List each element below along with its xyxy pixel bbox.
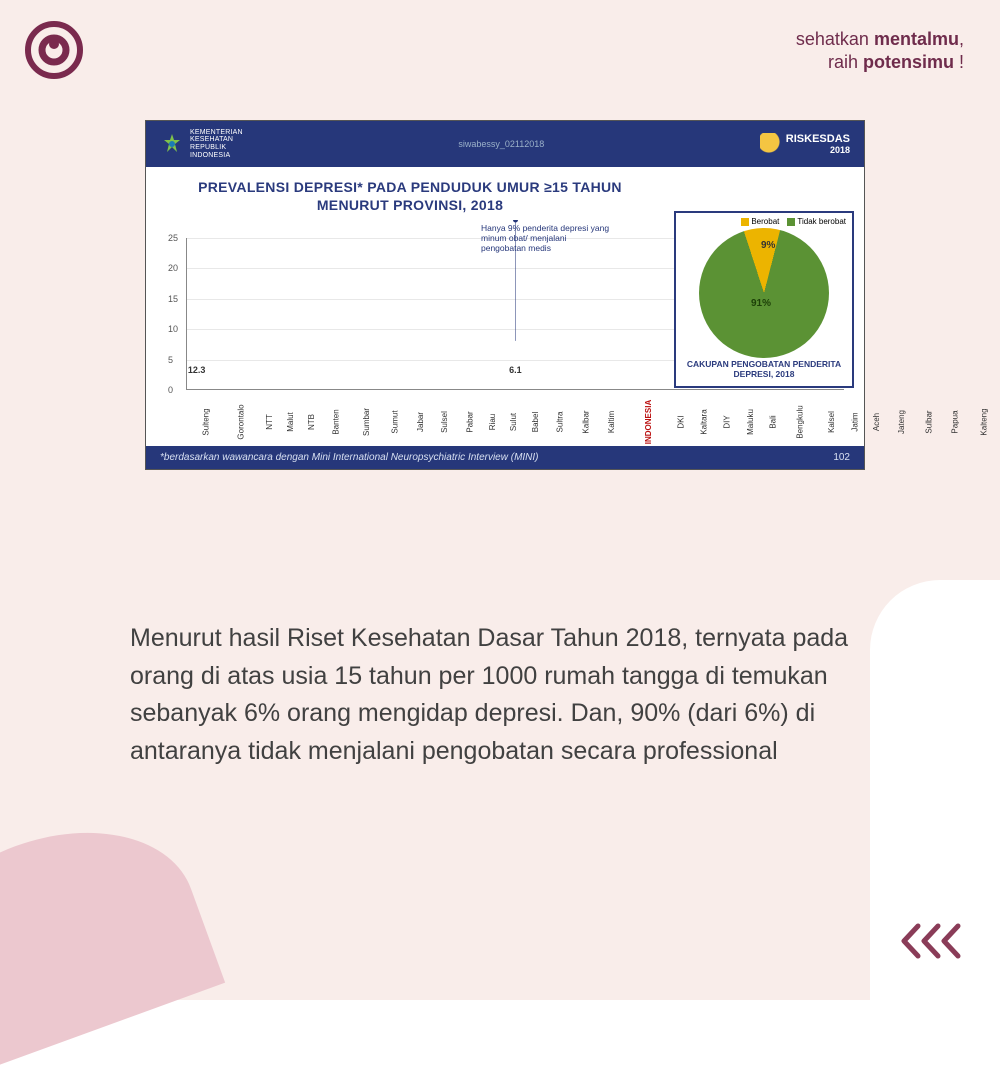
xlabel: Kalteng (980, 408, 1000, 435)
riskesdas-icon (760, 133, 782, 155)
legend-label-0: Berobat (751, 217, 779, 226)
tagline-2a: raih (828, 52, 863, 72)
pie-label-91: 91% (751, 298, 771, 309)
brand-logo (24, 20, 84, 80)
tagline-2b: potensimu (863, 52, 954, 72)
kemkes-logo-icon (160, 132, 184, 156)
tagline: sehatkan mentalmu, raih potensimu ! (796, 28, 964, 75)
slide-header: KEMENTERIAN KESEHATAN REPUBLIK INDONESIA… (146, 121, 864, 167)
ytick: 20 (168, 263, 178, 273)
tagline-1b: mentalmu (874, 29, 959, 49)
tagline-1c: , (959, 29, 964, 49)
riskesdas-year: 2018 (786, 145, 850, 155)
pie-legend: Berobat Tidak berobat (682, 217, 846, 226)
ytick: 5 (168, 355, 173, 365)
slide-card: KEMENTERIAN KESEHATAN REPUBLIK INDONESIA… (145, 120, 865, 470)
footnote: *berdasarkan wawancara dengan Mini Inter… (160, 452, 539, 463)
slide-header-mid: siwabessy_02112018 (458, 139, 544, 149)
tagline-2c: ! (954, 52, 964, 72)
page-num: 102 (833, 452, 850, 463)
legend-label-1: Tidak berobat (797, 217, 846, 226)
ytick: 10 (168, 324, 178, 334)
chart-body: PREVALENSI DEPRESI* PADA PENDUDUK UMUR ≥… (146, 167, 864, 446)
x-axis-labels: SultengGorontaloNTTMalutNTBBantenSumbarS… (186, 390, 844, 440)
slide-footer: *berdasarkan wawancara dengan Mini Inter… (146, 446, 864, 469)
body-paragraph: Menurut hasil Riset Kesehatan Dasar Tahu… (130, 620, 860, 770)
prev-chevrons-icon (904, 922, 964, 960)
chart-title: PREVALENSI DEPRESI* PADA PENDUDUK UMUR ≥… (186, 179, 844, 214)
tagline-1a: sehatkan (796, 29, 874, 49)
ytick: 15 (168, 294, 178, 304)
pie-title: CAKUPAN PENGOBATAN PENDERITA DEPRESI, 20… (682, 360, 846, 380)
pie-box: Berobat Tidak berobat 9% 91% CAKUPAN PEN… (674, 211, 854, 388)
kemkes-block: KEMENTERIAN KESEHATAN REPUBLIK INDONESIA (160, 129, 243, 160)
legend-swatch-berobat (741, 218, 749, 226)
pie-label-9: 9% (761, 240, 775, 251)
infographic-page: sehatkan mentalmu, raih potensimu ! KEME… (0, 0, 1000, 1000)
ytick: 25 (168, 233, 178, 243)
kemkes-text: KEMENTERIAN KESEHATAN REPUBLIK INDONESIA (190, 129, 243, 160)
pie-chart: 9% 91% (699, 228, 829, 358)
ytick: 0 (168, 385, 173, 395)
annotation-text: Hanya 9% penderita depresi yang minum ob… (481, 224, 611, 253)
riskesdas-logo: RISKESDAS 2018 (760, 133, 850, 155)
legend-swatch-tidak (787, 218, 795, 226)
riskesdas-text: RISKESDAS (786, 133, 850, 145)
